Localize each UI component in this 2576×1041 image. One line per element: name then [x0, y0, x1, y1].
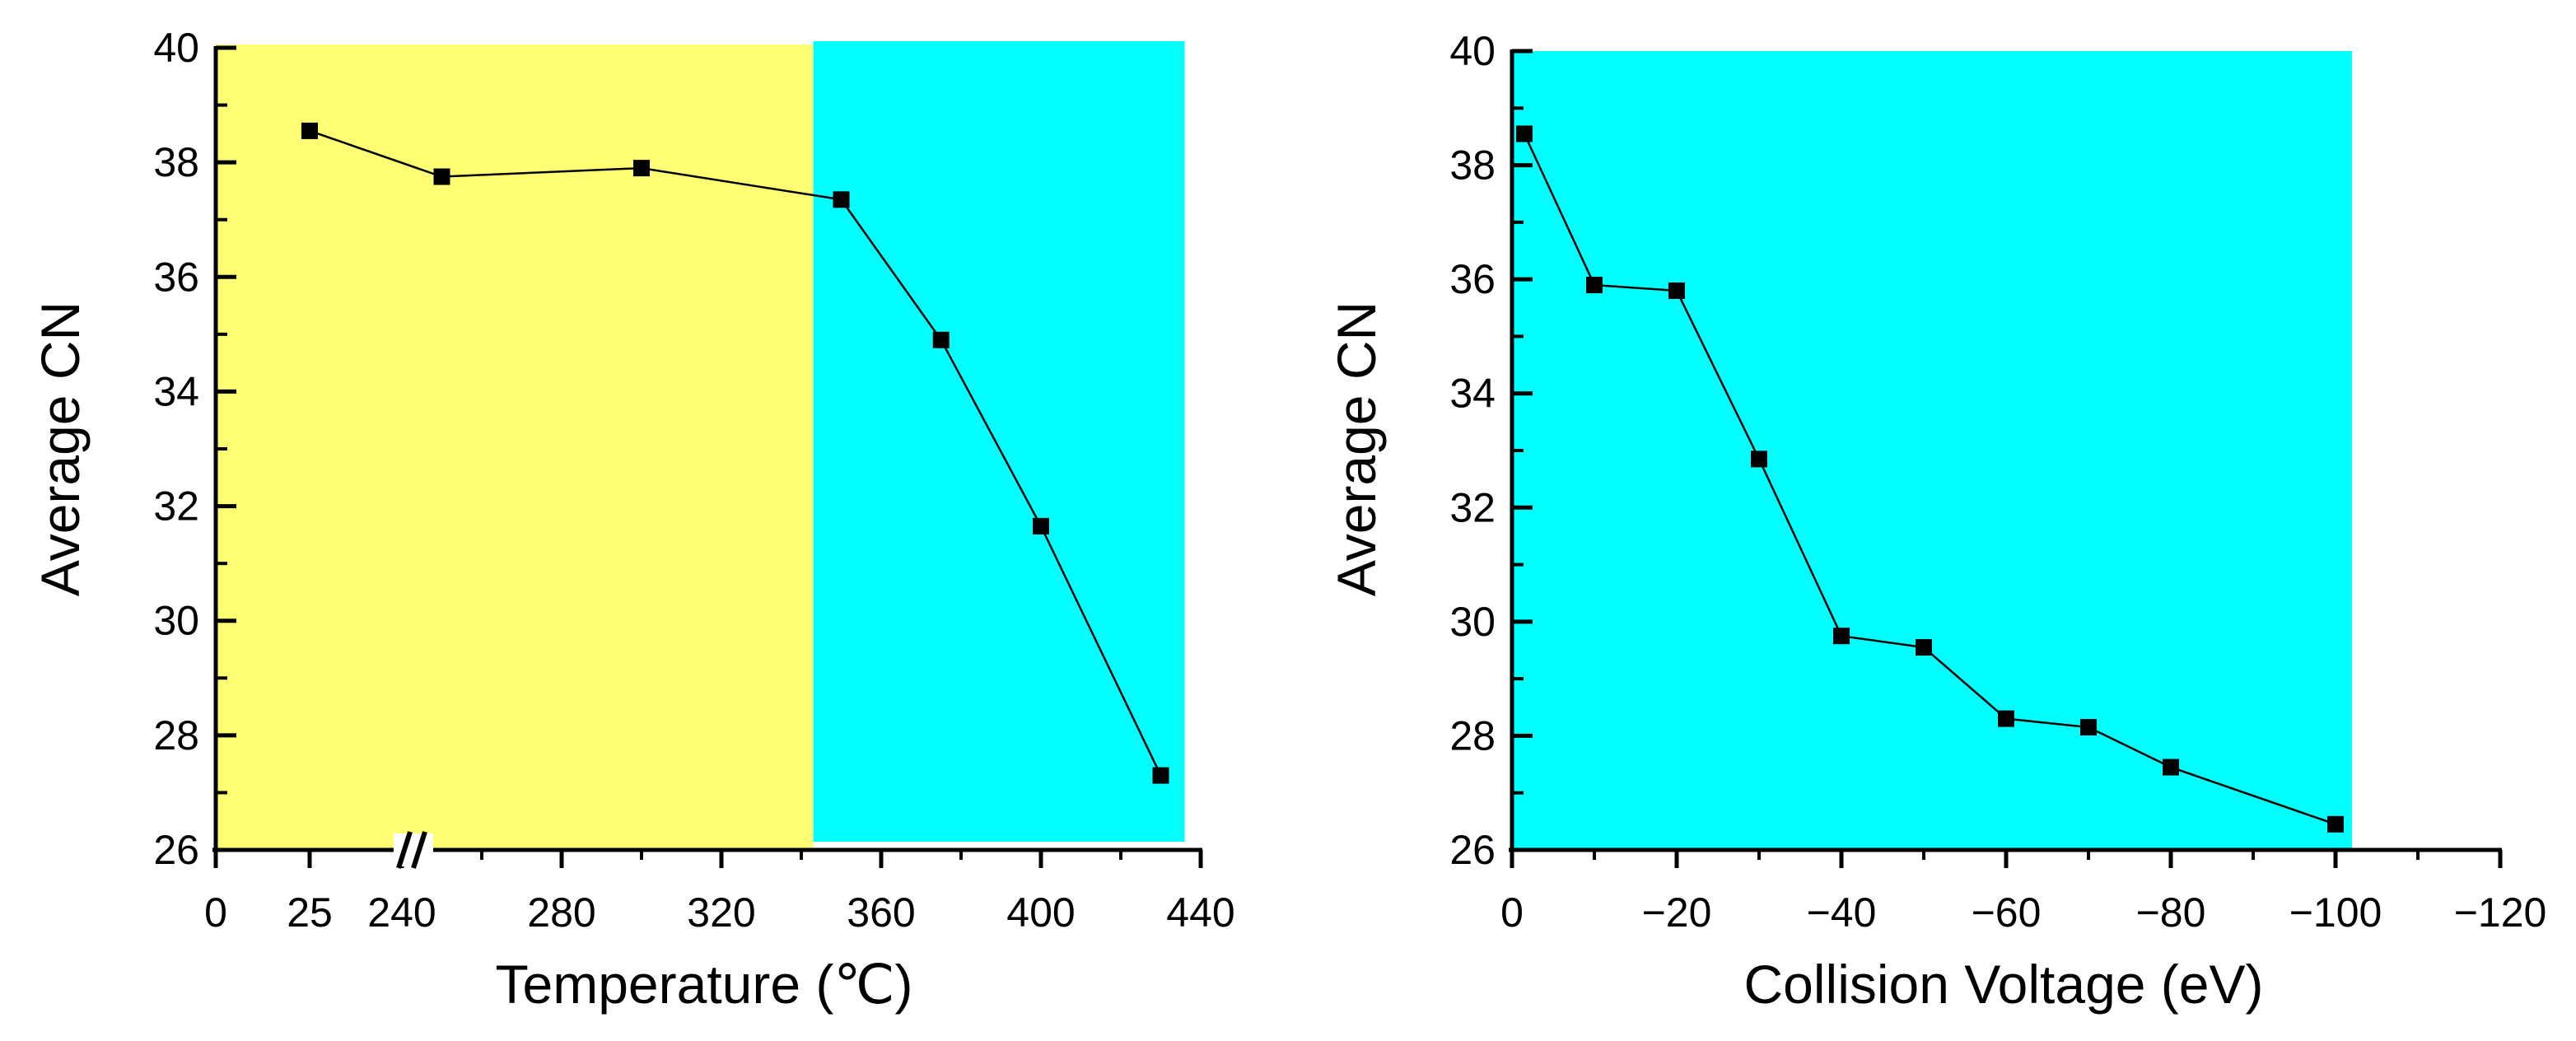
- y-axis-title: Average CN: [1326, 301, 1387, 596]
- data-point: [633, 160, 650, 177]
- data-point: [2163, 759, 2179, 776]
- data-point: [433, 168, 450, 185]
- y-axis-ticks: 26 28 30 32 34 36 38 40: [153, 25, 236, 873]
- y-axis-ticks: 26 28 30 32 34 36 38 40: [1449, 28, 1533, 873]
- y-tick-label: 36: [1449, 256, 1496, 302]
- axis-break-slash: [411, 831, 427, 869]
- x-tick-label: 360: [847, 889, 915, 936]
- y-tick-label: 30: [1449, 599, 1496, 645]
- data-point: [1516, 125, 1533, 142]
- data-point: [1033, 517, 1049, 535]
- x-tick-label: 440: [1166, 889, 1234, 936]
- data-point: [1916, 639, 1932, 656]
- y-tick-label: 38: [153, 139, 199, 185]
- x-tick-label: −120: [2454, 889, 2547, 936]
- data-point: [1833, 628, 1850, 645]
- x-axis-title: Collision Voltage (eV): [1744, 954, 2264, 1015]
- data-point: [301, 122, 318, 139]
- x-axis-title: Temperature (℃): [496, 954, 913, 1015]
- series-markers: [301, 122, 1169, 784]
- y-tick-label: 28: [1449, 712, 1496, 759]
- y-tick-label: 30: [153, 598, 199, 644]
- y-tick-label: 32: [153, 483, 199, 530]
- data-point: [1152, 767, 1169, 784]
- x-tick-label: 400: [1006, 889, 1075, 936]
- x-axis-ticks: 0 −20 −40 −60 −80 −100 −120: [1500, 850, 2546, 936]
- x-tick-label: 320: [687, 889, 755, 936]
- y-tick-label: 32: [1449, 484, 1496, 530]
- chart-collision-voltage: 26 28 30 32 34 36 38 40 0 −20 −40 −60 −80 −100 −120 A…: [1326, 28, 2546, 1015]
- y-tick-label: 38: [1449, 142, 1496, 189]
- x-tick-label: −40: [1807, 889, 1877, 936]
- axis-break-mark: [394, 831, 433, 869]
- y-tick-label: 34: [1449, 371, 1496, 417]
- data-point: [1998, 710, 2014, 727]
- axis-break-slash: [396, 831, 413, 869]
- y-axis-title: Average CN: [30, 301, 91, 596]
- x-tick-label: 25: [287, 889, 333, 936]
- data-point: [1668, 282, 1685, 299]
- x-tick-label: −80: [2136, 889, 2206, 936]
- data-point: [1586, 277, 1603, 294]
- shaded-region-cyan: [813, 41, 1185, 842]
- shaded-region-cyan: [1512, 51, 2352, 850]
- data-point: [2327, 815, 2344, 833]
- y-tick-label: 40: [1449, 28, 1496, 74]
- series-markers: [1516, 125, 2344, 833]
- x-tick-label: 240: [367, 889, 436, 936]
- y-tick-label: 40: [153, 25, 199, 71]
- data-point: [833, 191, 850, 208]
- y-tick-label: 26: [1449, 827, 1496, 873]
- data-point: [1751, 450, 1767, 468]
- shaded-region-yellow: [216, 44, 814, 850]
- y-tick-label: 26: [153, 827, 199, 873]
- y-tick-label: 28: [153, 712, 199, 759]
- x-tick-label: −60: [1972, 889, 2042, 936]
- y-tick-label: 36: [153, 254, 199, 300]
- x-tick-label: −100: [2289, 889, 2382, 936]
- x-tick-label: 280: [527, 889, 595, 936]
- chart-temperature: 26 28 30 32 34 36 38 40 0 25 240 280 320 360 400 440 A…: [30, 25, 1235, 1015]
- series-line: [1523, 133, 2336, 826]
- x-axis-ticks: 0 25 240 280 320 360 400 440: [204, 850, 1235, 936]
- y-tick-label: 34: [153, 368, 199, 414]
- data-point: [932, 331, 950, 348]
- x-tick-label: 0: [204, 889, 227, 936]
- data-point: [2080, 719, 2097, 736]
- x-tick-label: 0: [1500, 889, 1524, 936]
- x-tick-label: −20: [1642, 889, 1712, 936]
